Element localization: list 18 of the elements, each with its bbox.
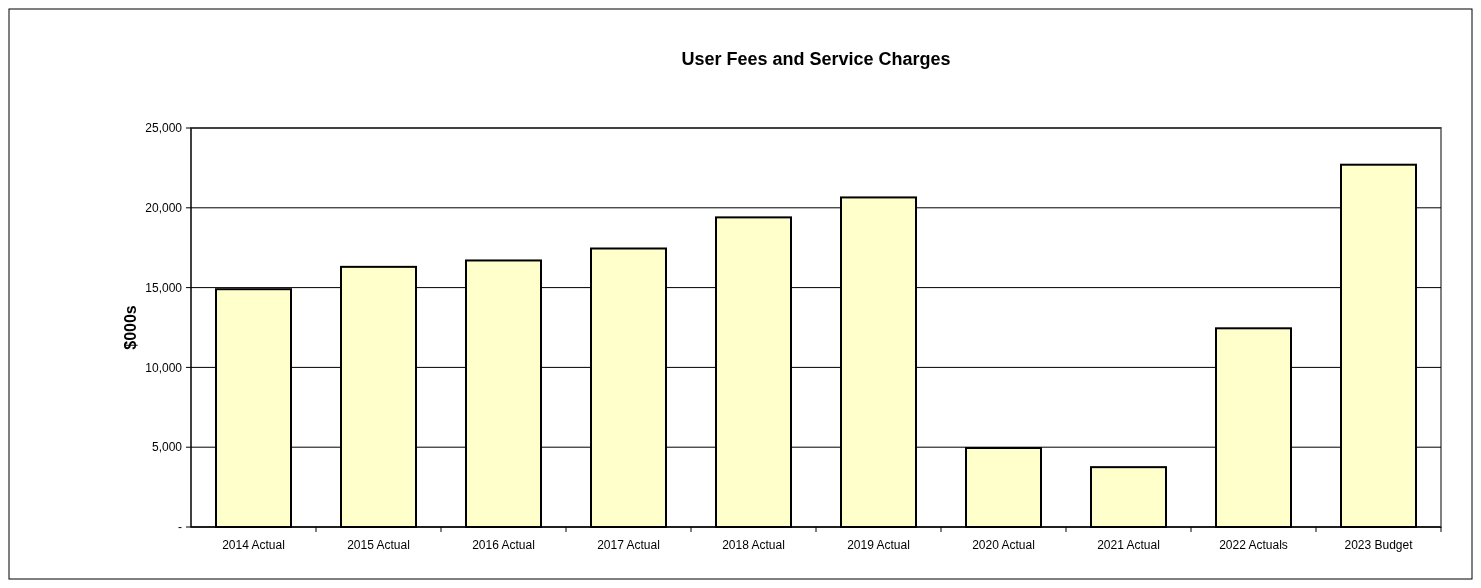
x-tick-label: 2022 Actuals [1219, 538, 1288, 552]
y-tick-label: 20,000 [145, 201, 183, 215]
x-tick-label: 2017 Actual [597, 538, 660, 552]
y-tick-label: 5,000 [151, 440, 183, 455]
x-tick-label: 2019 Actual [847, 538, 910, 552]
y-tick-label: 15,000 [145, 280, 183, 295]
x-tick-label: 2023 Budget [1344, 538, 1414, 552]
y-tick-label: - [178, 520, 182, 535]
x-tick-label: 2015 Actual [347, 538, 410, 552]
x-tick-label: 2018 Actual [722, 538, 785, 552]
x-tick-label: 2014 Actual [222, 538, 285, 552]
x-tick-label: 2021 Actual [1097, 538, 1160, 552]
y-axis-title: $000s [122, 305, 139, 350]
x-tick-label: 2020 Actual [972, 538, 1035, 552]
x-tick-label: 2016 Actual [472, 538, 535, 552]
y-tick-label: 10,000 [145, 360, 183, 375]
chart-title: User Fees and Service Charges [681, 49, 951, 69]
y-tick-label: 25,000 [145, 121, 183, 136]
